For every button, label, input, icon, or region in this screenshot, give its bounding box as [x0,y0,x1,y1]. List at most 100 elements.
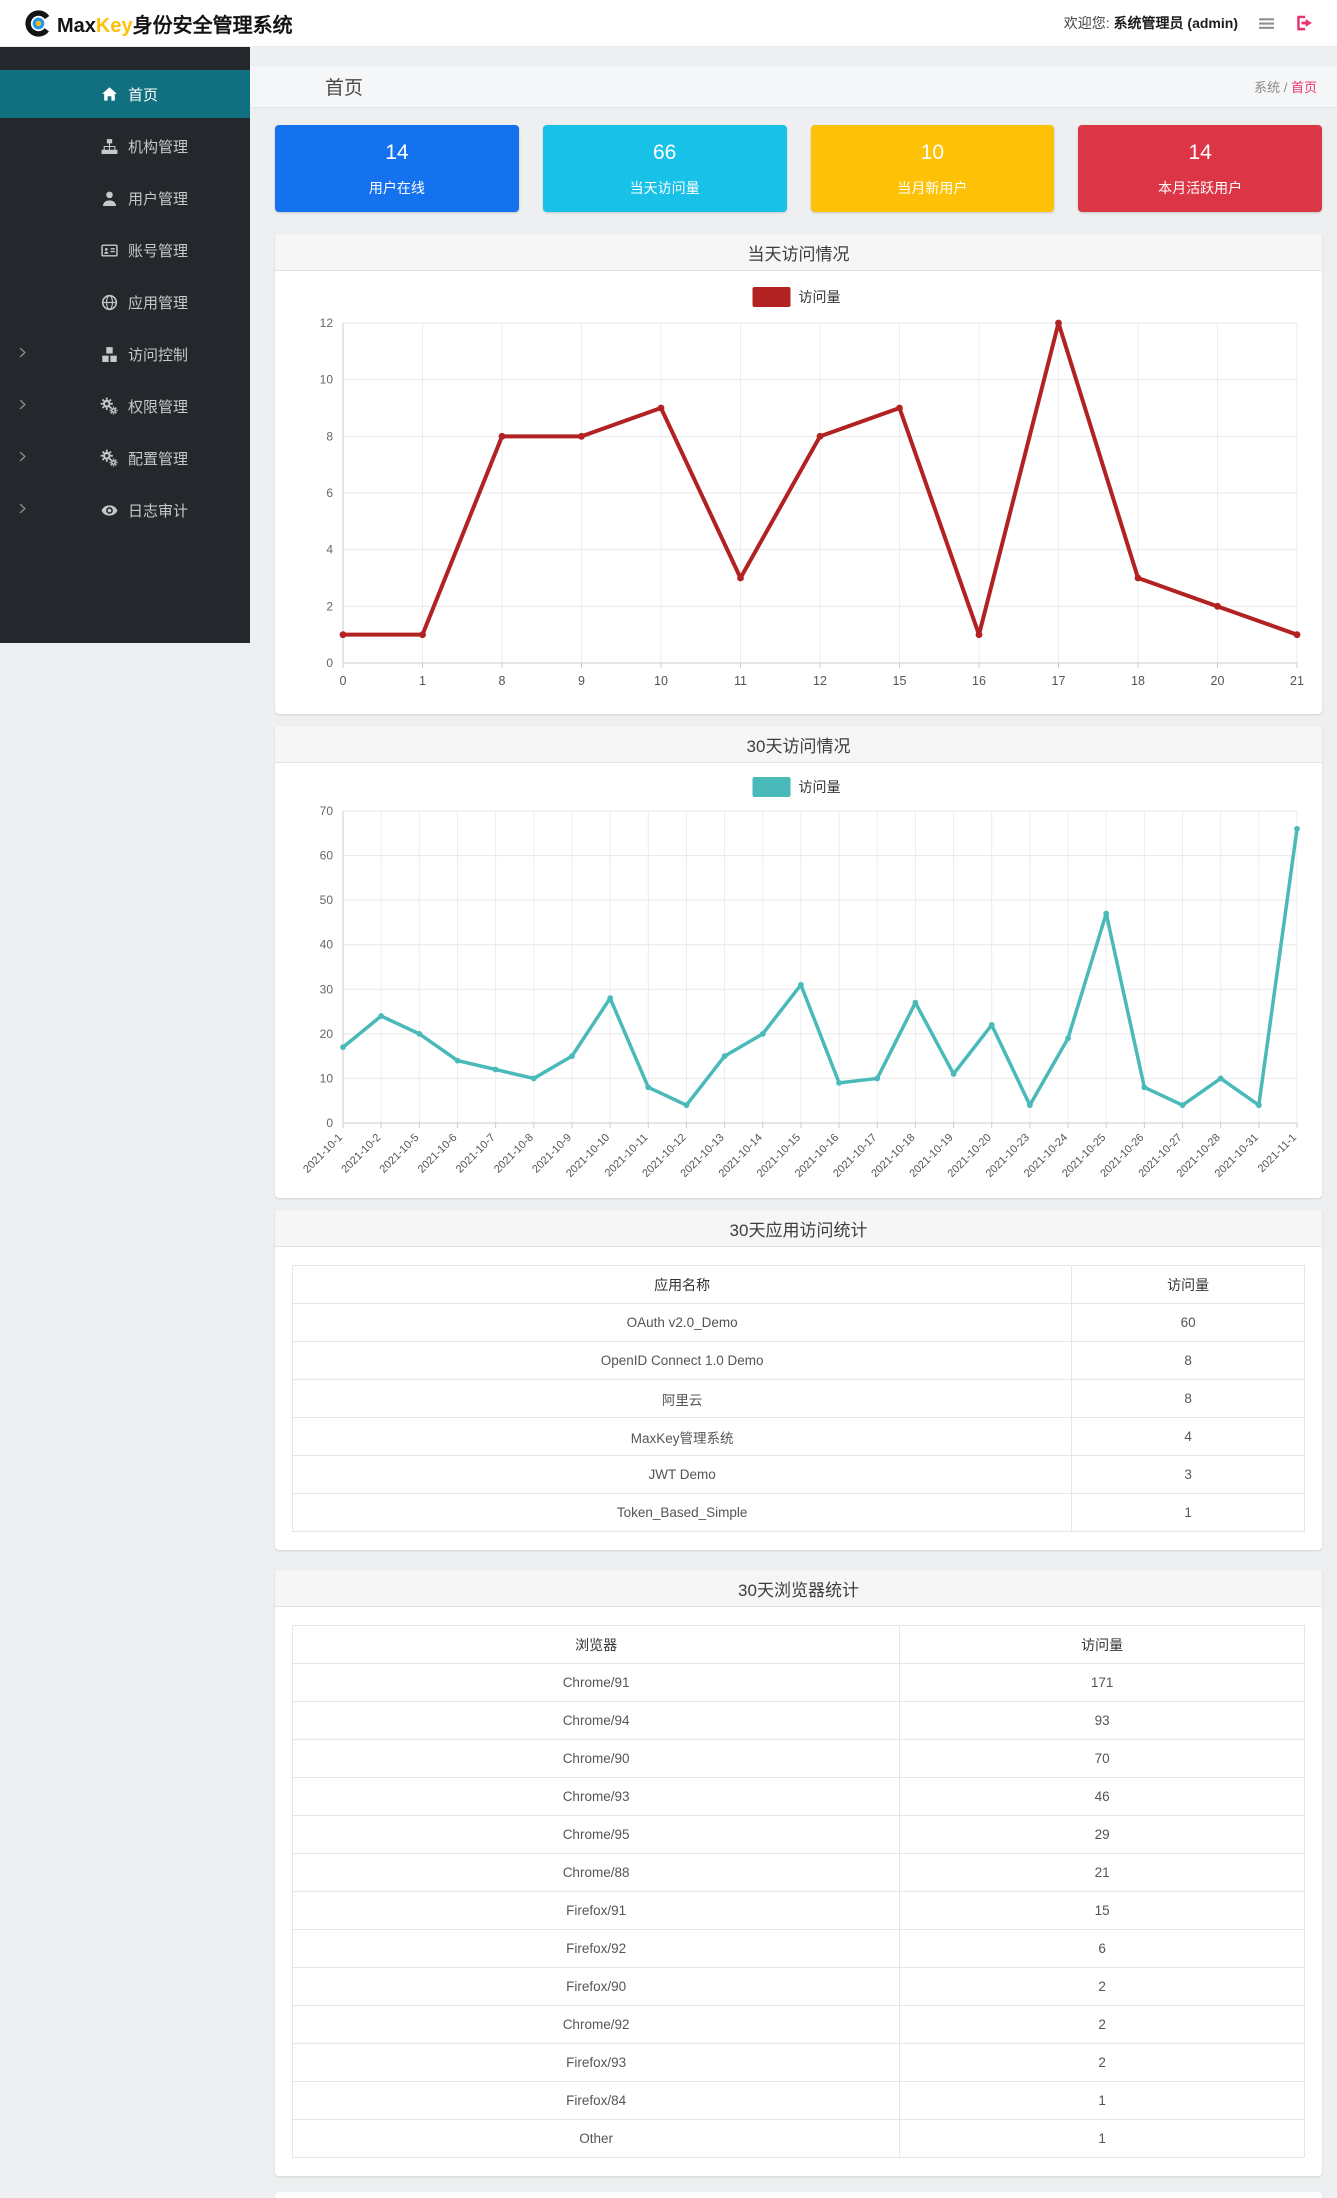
table-cell: 2 [899,1967,1305,2006]
sidebar-item-app[interactable]: 应用管理 [0,278,250,326]
table-row: Other 1 [291,2119,1305,2158]
table-cell: 1 [899,2081,1305,2120]
svg-text:8: 8 [499,674,506,688]
svg-text:10: 10 [320,1071,334,1085]
svg-text:16: 16 [972,674,986,688]
table-row: Chrome/93 46 [291,1777,1305,1816]
table-cell: MaxKey管理系统 [291,1417,1073,1456]
sidebar-nav: 首页 机构管理 用户管理账号管理应用管理 访问控制 权限管理配置管理日志审计 [0,47,250,643]
panel-title: 当天访问情况 [275,234,1322,271]
chevron-right-icon [16,398,29,415]
table-row: Firefox/93 2 [291,2043,1305,2082]
sidebar-item-label: 配置管理 [128,450,189,468]
table-cell: 2 [899,2005,1305,2044]
panel-browser-stats: 30天浏览器统计 浏览器 访问量 Chrome/91 171 Chrome/94 93 Ch… [275,1570,1322,2176]
table-row: OAuth v2.0_Demo 60 [291,1303,1305,1342]
svg-text:2021-11-1: 2021-11-1 [1256,1132,1299,1175]
table-row: MaxKey管理系统 4 [291,1417,1305,1456]
stat-label: 当天访问量 [629,180,700,196]
sidebar-item-label: 日志审计 [128,502,189,520]
home-icon [97,86,121,103]
table-row: Firefox/91 15 [291,1891,1305,1930]
table-row: Chrome/95 29 [291,1815,1305,1854]
brand-text: MaxKey身份安全管理系统 [57,14,293,37]
table-header-row: 浏览器 访问量 [291,1625,1305,1664]
svg-text:4: 4 [326,543,333,557]
top-header: MaxKey身份安全管理系统 欢迎您: 系统管理员 (admin) [0,0,1337,47]
svg-text:0: 0 [326,1116,333,1130]
chevron-right-icon [16,346,29,363]
svg-text:2021-10-2: 2021-10-2 [339,1132,383,1176]
table-cell: 70 [899,1739,1305,1778]
svg-text:30: 30 [320,982,334,996]
table-row: JWT Demo 3 [291,1455,1305,1494]
svg-text:0: 0 [326,656,333,670]
table-cell: Chrome/95 [291,1815,901,1854]
svg-text:18: 18 [1131,674,1145,688]
table-cell: 171 [899,1663,1305,1702]
stat-card-1: 66 当天访问量 [542,125,787,212]
table-cell: Chrome/88 [291,1853,901,1892]
breadcrumb-bar: 首页 系统 / 首页 [250,66,1337,108]
table-row: Firefox/90 2 [291,1967,1305,2006]
sidebar-item-user[interactable]: 用户管理 [0,174,250,222]
table-row: Firefox/84 1 [291,2081,1305,2120]
panel-title: 30天访问情况 [275,726,1322,763]
stat-label: 当月新用户 [897,180,968,196]
sidebar-item-account[interactable]: 账号管理 [0,226,250,274]
stat-card-0: 14 用户在线 [275,125,519,212]
table-cell: Chrome/90 [291,1739,901,1778]
table-cell: Firefox/92 [291,1929,901,1968]
sign-out-icon[interactable] [1295,14,1313,32]
table-cell: Chrome/93 [291,1777,901,1816]
breadcrumb-current[interactable]: 首页 [1290,80,1317,95]
table-row: 阿里云 8 [291,1379,1305,1418]
svg-text:21: 21 [1290,674,1304,688]
table-row: Token_Based_Simple 1 [291,1493,1305,1532]
table-cell: 93 [899,1701,1305,1740]
sidebar-item-audit[interactable]: 日志审计 [0,486,250,534]
chart-legend[interactable]: 访问量 [752,777,841,797]
table-cell: 阿里云 [291,1379,1073,1418]
app-stats-table-wrap: 应用名称 访问量 OAuth v2.0_Demo 60 OpenID Connect 1… [275,1247,1322,1550]
column-header: 应用名称 [291,1265,1073,1304]
table-row: Chrome/91 171 [291,1663,1305,1702]
svg-text:访问量: 访问量 [799,289,841,305]
chart-legend[interactable]: 访问量 [752,287,841,307]
table-cell: 1 [1071,1493,1305,1532]
stat-cards-row: 14 用户在线 66 当天访问量 10 当月新用户 14 本月活跃用户 [275,125,1322,212]
svg-text:9: 9 [578,674,585,688]
svg-text:2021-10-8: 2021-10-8 [492,1132,536,1176]
panel-today-visits: 当天访问情况 0 2 4 6 8 10 12 0 1 8 9 10 11 12 15 16 17 18 20 21 访问… [275,234,1322,714]
table-cell: JWT Demo [291,1455,1073,1494]
panel-title: 30天浏览器统计 [275,1570,1322,1607]
svg-text:17: 17 [1052,674,1066,688]
sidebar-item-label: 账号管理 [128,242,189,260]
user-icon [97,190,121,207]
stat-value: 10 [920,141,945,164]
sidebar-item-permission[interactable]: 权限管理 [0,382,250,430]
sidebar-item-config[interactable]: 配置管理 [0,434,250,482]
next-panel-edge [275,2192,1322,2198]
panel-30day-visits: 30天访问情况 0 10 20 30 40 50 60 70 2021-10-1 2021-10-… [275,726,1322,1198]
sidebar-item-org[interactable]: 机构管理 [0,122,250,170]
stat-value: 14 [385,141,409,164]
svg-text:访问量: 访问量 [799,779,841,795]
table-row: Chrome/90 70 [291,1739,1305,1778]
table-cell: Firefox/91 [291,1891,901,1930]
bars-icon[interactable] [1258,15,1275,32]
sidebar-item-home[interactable]: 首页 [0,70,250,118]
table-row: Firefox/92 6 [291,1929,1305,1968]
table-cell: 1 [899,2119,1305,2158]
svg-text:12: 12 [320,316,334,330]
table-cell: Firefox/90 [291,1967,901,2006]
welcome-text: 欢迎您: 系统管理员 (admin) [1063,15,1238,31]
breadcrumb: 系统 / 首页 [1254,80,1317,95]
table-cell: Firefox/93 [291,2043,901,2082]
sidebar-item-access[interactable]: 访问控制 [0,330,250,378]
table-cell: Chrome/92 [291,2005,901,2044]
page-title: 首页 [325,78,364,99]
table-cell: OAuth v2.0_Demo [291,1303,1073,1342]
svg-text:20: 20 [1211,674,1225,688]
